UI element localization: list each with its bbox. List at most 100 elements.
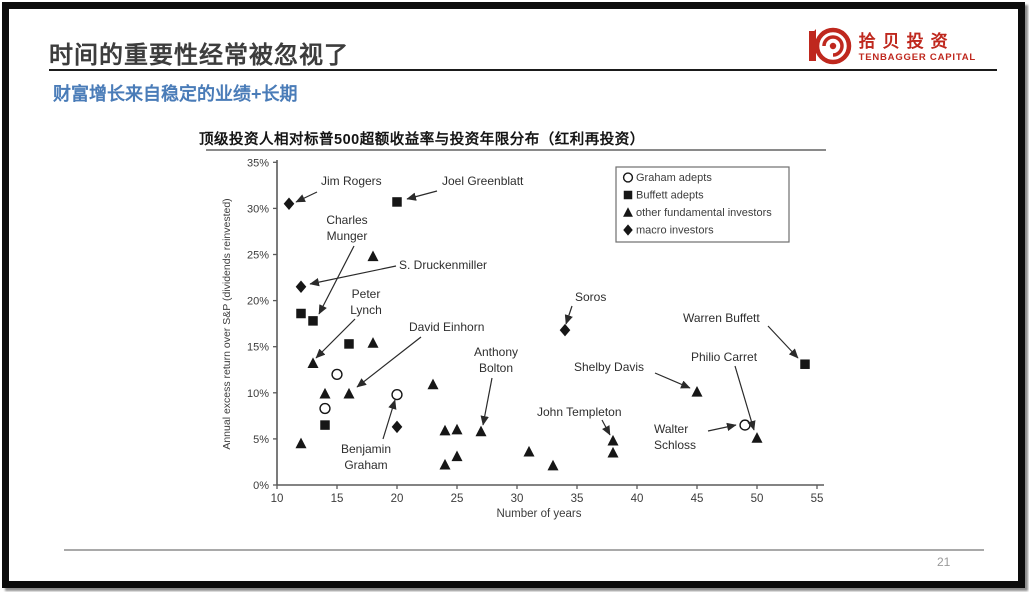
slide: 时间的重要性经常被忽视了 财富增长来自稳定的业绩+长期 拾贝投资 TENBAGG… xyxy=(9,9,1018,581)
legend-label: Buffett adepts xyxy=(636,190,704,202)
scatter-plot: 10 15 20 25 30 35 40 45 50 55 0% 5% 10% 15% 20% 25% 30% 3… xyxy=(221,157,824,520)
annotation-label: John Templeton xyxy=(537,405,622,419)
annotation-arrow xyxy=(295,191,318,203)
annotation-arrow xyxy=(601,419,611,436)
data-point xyxy=(331,368,343,380)
x-tick-label: 15 xyxy=(331,493,344,505)
data-point xyxy=(427,378,439,390)
data-point xyxy=(283,197,295,211)
data-point xyxy=(319,387,331,399)
y-tick-label: 5% xyxy=(253,434,269,446)
data-point xyxy=(523,445,535,457)
x-tick-label: 25 xyxy=(451,493,464,505)
data-point xyxy=(751,432,763,443)
annotation-arrow xyxy=(734,365,756,431)
data-point xyxy=(451,423,463,435)
tenbagger-shell-icon xyxy=(806,25,852,72)
legend-label: Graham adepts xyxy=(636,172,712,184)
annotation-arrow xyxy=(480,377,493,426)
y-tick-label: 30% xyxy=(247,203,269,215)
y-tick-label: 10% xyxy=(247,388,269,400)
data-point xyxy=(391,389,403,401)
footer-divider xyxy=(64,549,984,551)
y-tick-label: 20% xyxy=(247,296,269,308)
annotation-label: Soros xyxy=(575,290,606,304)
annotation-label: Philio Carret xyxy=(691,350,758,364)
annotation-label: Walter xyxy=(654,422,688,436)
x-tick-label: 50 xyxy=(751,493,764,505)
chart-title-underline xyxy=(206,149,826,151)
annotation-label: Warren Buffett xyxy=(683,311,760,325)
data-point xyxy=(308,316,318,326)
data-point xyxy=(607,434,619,446)
annotation-label: Anthony xyxy=(474,345,518,359)
x-tick-label: 30 xyxy=(511,493,524,505)
logo-text: 拾贝投资 TENBAGGER CAPITAL xyxy=(858,31,976,64)
legend-label: other fundamental investors xyxy=(636,207,772,219)
annotation-label: Munger xyxy=(327,229,368,243)
x-tick-label: 10 xyxy=(271,493,284,505)
annotation-arrow xyxy=(767,325,799,359)
data-point xyxy=(739,419,751,431)
annotation-arrow xyxy=(382,399,397,440)
data-point xyxy=(800,359,810,369)
data-point xyxy=(343,387,355,399)
annotation-label: Joel Greenblatt xyxy=(442,174,524,188)
data-point xyxy=(307,357,319,369)
x-axis-label: Number of years xyxy=(496,508,581,520)
x-tick-label: 45 xyxy=(691,493,704,505)
annotation-arrow xyxy=(654,372,691,389)
legend-label: macro investors xyxy=(636,225,714,237)
annotation-label: Benjamin xyxy=(341,442,391,456)
logo-name-cn: 拾贝投资 xyxy=(858,31,955,51)
diamond-legend-icon xyxy=(623,224,633,236)
data-point xyxy=(367,250,379,262)
data-point xyxy=(475,425,487,437)
triangle-legend-icon xyxy=(623,207,633,217)
annotation-arrow xyxy=(318,245,355,315)
annotation-label: S. Druckenmiller xyxy=(399,258,487,272)
page-number: 21 xyxy=(937,555,951,569)
company-logo: 拾贝投资 TENBAGGER CAPITAL xyxy=(806,25,976,72)
data-point xyxy=(559,323,571,337)
slide-subtitle: 财富增长来自稳定的业绩+长期 xyxy=(53,84,298,104)
logo-name-en: TENBAGGER CAPITAL xyxy=(858,51,976,63)
annotation-arrow xyxy=(564,305,573,325)
data-point xyxy=(392,197,402,207)
annotation-label: Schloss xyxy=(654,438,696,452)
y-tick-label: 25% xyxy=(247,250,269,262)
annotation-label: Jim Rogers xyxy=(321,174,382,188)
data-point xyxy=(547,459,559,471)
annotation-label: Graham xyxy=(344,458,387,472)
y-tick-label: 35% xyxy=(247,157,269,169)
data-point xyxy=(451,450,463,462)
annotation-label: Charles xyxy=(326,213,367,227)
data-point xyxy=(439,458,451,470)
annotation-arrow xyxy=(406,190,438,201)
annotation-arrow xyxy=(315,318,356,359)
data-point xyxy=(344,339,354,349)
data-point xyxy=(607,446,619,458)
annotation-label: Lynch xyxy=(350,303,382,317)
circle-legend-icon xyxy=(622,172,634,183)
y-tick-label: 15% xyxy=(247,342,269,354)
annotation-arrow xyxy=(356,336,422,388)
slide-title: 时间的重要性经常被忽视了 xyxy=(49,42,349,69)
data-point xyxy=(295,280,307,294)
annotation-arrow xyxy=(707,422,737,432)
x-tick-label: 20 xyxy=(391,493,404,505)
y-axis-label: Annual excess return over S&P (dividends… xyxy=(221,198,233,449)
data-point xyxy=(319,402,331,415)
legend-box xyxy=(615,166,790,243)
data-point xyxy=(296,308,306,319)
data-point xyxy=(691,385,703,397)
y-tick-label: 0% xyxy=(253,480,269,492)
data-point xyxy=(367,337,379,348)
x-tick-label: 35 xyxy=(571,493,584,505)
annotation-label: Shelby Davis xyxy=(574,360,644,374)
annotation-label: Peter xyxy=(352,287,381,301)
annotation-label: David Einhorn xyxy=(409,320,484,334)
x-tick-label: 55 xyxy=(811,493,824,505)
square-legend-icon xyxy=(623,190,633,200)
